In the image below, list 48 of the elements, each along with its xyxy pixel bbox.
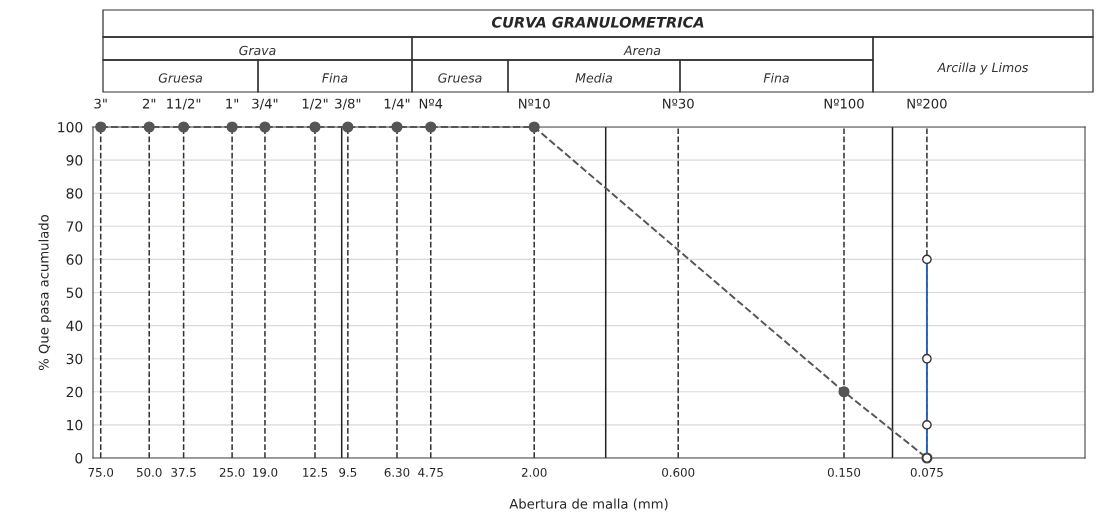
y-tick-label: 90 (66, 155, 83, 166)
x-tick-label: 25.0 (219, 467, 245, 477)
y-tick-label: 70 (66, 221, 83, 232)
y-tick-label: 100 (58, 121, 83, 133)
y-tick-label: 10 (67, 419, 83, 431)
annotation: 1/2" (302, 98, 328, 110)
x-tick-label: 37.5 (171, 467, 196, 477)
text: Gruesa (438, 73, 482, 83)
y-tick-label: 40 (66, 320, 83, 332)
annotation: 11/2" (167, 98, 201, 110)
text: Gruesa (158, 73, 202, 83)
annotation: Nº4 (419, 98, 443, 109)
x-tick-label: 4.75 (418, 468, 443, 477)
annotation: 1" (226, 98, 239, 109)
text: Fina (763, 72, 789, 83)
annotation: 3" (94, 98, 107, 109)
text: Fina (322, 72, 348, 83)
x-tick-label: 2.00 (521, 467, 547, 477)
annotation: Nº200 (907, 98, 947, 109)
y-tick-label: 0 (75, 452, 83, 464)
annotation: 1/4" (384, 98, 410, 110)
y-tick-label: 80 (66, 188, 83, 199)
annotation: Nº10 (519, 98, 550, 109)
annotation: Nº100 (824, 98, 864, 109)
y-tick-label: 20 (66, 386, 83, 398)
text: Arena (623, 45, 661, 56)
chart-title: CURVA GRANULOMETRICA (491, 16, 704, 28)
text: Grava (239, 45, 276, 56)
x-tick-label: 0.150 (827, 467, 861, 477)
y-tick-label: 30 (66, 353, 83, 365)
x-tick-label: 6.30 (384, 467, 410, 477)
x-tick-label: 50.0 (136, 467, 162, 477)
x-tick-label: 75.0 (88, 467, 114, 477)
x-tick-label: 0.600 (662, 467, 695, 477)
x-tick-label: 19.0 (253, 467, 278, 477)
annotation: 3/8" (335, 98, 361, 110)
x-tick-label: 9.5 (339, 467, 357, 477)
x-tick-label: 0.075 (910, 467, 943, 477)
text: Arcilla y Limos (936, 62, 1029, 75)
x-tick-label: 12.5 (303, 467, 328, 477)
text: Media (575, 72, 612, 83)
annotation: 2" (142, 98, 156, 109)
annotation: 3/4" (252, 98, 278, 110)
y-axis-title: % Que pasa acumulado (38, 214, 52, 371)
y-tick-label: 50 (66, 287, 83, 298)
x-axis-title: Abertura de malla (mm) (509, 498, 668, 511)
y-tick-label: 60 (66, 254, 83, 265)
annotation: Nº30 (663, 98, 694, 109)
